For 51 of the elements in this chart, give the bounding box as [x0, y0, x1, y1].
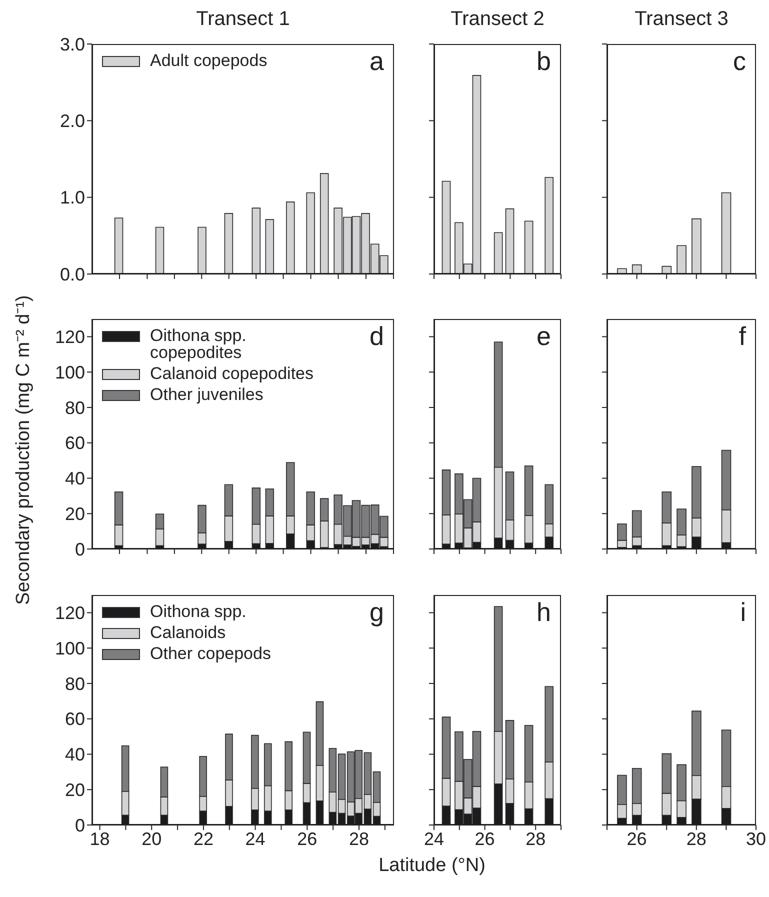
x-tick-label: 26 — [297, 828, 318, 849]
annotation: c — [733, 46, 746, 76]
x-tick-label: 26 — [474, 828, 495, 849]
annotation: b — [536, 46, 551, 76]
x-tick-label: 24 — [245, 828, 266, 849]
chart-title: Transect 3 — [634, 8, 730, 31]
legend-label: Adult copepods — [150, 51, 268, 70]
y-tick-label: 120 — [54, 603, 85, 624]
y-tick-label: 20 — [64, 780, 85, 800]
annotation: a — [370, 46, 384, 76]
x-axis-title: Latitude (°N) — [378, 855, 486, 877]
legend-label: Oithona spp. — [150, 602, 246, 621]
annotation: f — [738, 321, 746, 351]
legend-label: Calanoids — [150, 623, 226, 642]
y-tick-label: 0.0 — [60, 264, 85, 284]
y-tick-label: 1.0 — [60, 188, 85, 208]
y-tick-label: 0 — [74, 815, 85, 836]
annotation: h — [536, 597, 551, 627]
x-tick-label: 20 — [142, 828, 162, 849]
x-tick-label: 18 — [90, 828, 110, 849]
y-tick-label: 40 — [64, 744, 85, 765]
x-tick-label: 28 — [686, 828, 706, 849]
y-tick-label: 80 — [64, 674, 85, 694]
y-tick-label: 100 — [54, 638, 85, 658]
legend-label: Calanoid copepodites — [150, 364, 314, 383]
y-axis-title: Secondary production (mg C m⁻² d⁻¹) — [12, 295, 35, 605]
x-tick-label: 30 — [746, 828, 766, 849]
annotation: d — [370, 321, 384, 351]
y-tick-label: 20 — [64, 504, 85, 524]
y-tick-label: 2.0 — [60, 111, 85, 132]
legend-label: Other juveniles — [150, 385, 264, 404]
y-tick-label: 80 — [64, 398, 85, 418]
y-tick-label: 100 — [54, 362, 85, 382]
legend-label: Other copepods — [150, 644, 271, 663]
y-tick-label: 3.0 — [60, 34, 85, 54]
legend-label: Oithona spp. copepodites — [150, 326, 248, 362]
chart-title: Transect 2 — [450, 8, 546, 31]
x-tick-label: 26 — [626, 828, 647, 849]
y-tick-label: 120 — [54, 327, 85, 348]
y-tick-label: 40 — [64, 468, 85, 489]
y-tick-label: 60 — [64, 433, 85, 454]
x-tick-label: 24 — [424, 828, 444, 849]
annotation: i — [740, 597, 746, 627]
chart-title: Transect 1 — [195, 8, 291, 31]
x-tick-label: 28 — [348, 828, 370, 849]
y-tick-label: 0 — [74, 539, 85, 560]
x-tick-label: 28 — [526, 828, 546, 849]
annotation: e — [536, 321, 551, 351]
annotation: g — [370, 597, 384, 627]
x-tick-label: 22 — [193, 828, 214, 849]
y-tick-label: 60 — [64, 709, 85, 730]
